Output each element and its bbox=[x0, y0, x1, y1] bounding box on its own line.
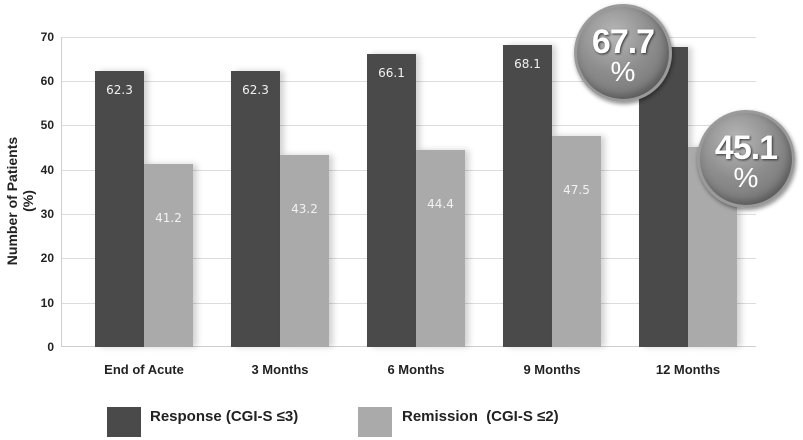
bar-response-end-of-acute: 62.3 bbox=[95, 71, 144, 347]
badge-value: 45.1 bbox=[714, 129, 778, 167]
legend-label-remission: Remission (CGI-S ≤2) bbox=[402, 408, 559, 425]
x-tick: 9 Months bbox=[523, 362, 581, 377]
bar-value-label: 41.2 bbox=[155, 211, 182, 225]
bar-remission-3-months: 43.2 bbox=[280, 155, 329, 347]
bar-remission-6-months: 44.4 bbox=[416, 150, 465, 347]
bar-value-label: 44.4 bbox=[427, 197, 454, 211]
y-tick: 0 bbox=[47, 340, 54, 354]
x-tick: 6 Months bbox=[387, 362, 445, 377]
percent-sign: % bbox=[610, 56, 636, 87]
badge-remission-12-months: 45.1 % bbox=[697, 110, 795, 208]
bar-response-3-months: 62.3 bbox=[231, 71, 280, 347]
y-tick: 40 bbox=[40, 163, 54, 177]
legend-swatch-remission bbox=[358, 407, 392, 437]
plot-area: 62.3 41.2 62.3 43.2 66.1 44.4 68.1 47.5 bbox=[61, 37, 756, 347]
x-tick: 3 Months bbox=[251, 362, 309, 377]
y-tick: 30 bbox=[40, 207, 54, 221]
y-tick: 10 bbox=[40, 296, 54, 310]
badge-response-12-months: 67.7 % bbox=[574, 4, 672, 102]
y-axis-line bbox=[61, 37, 62, 347]
y-tick: 70 bbox=[40, 30, 54, 44]
y-tick: 20 bbox=[40, 251, 54, 265]
bar-value-label: 43.2 bbox=[291, 202, 318, 216]
x-tick: 12 Months bbox=[655, 362, 721, 377]
percent-sign: % bbox=[733, 162, 759, 193]
gridline bbox=[61, 37, 756, 38]
bar-value-label: 62.3 bbox=[106, 83, 133, 97]
y-tick: 60 bbox=[40, 74, 54, 88]
legend-label-response: Response (CGI-S ≤3) bbox=[150, 408, 299, 425]
legend-swatch-response bbox=[107, 407, 141, 437]
bar-response-12-months bbox=[639, 47, 688, 347]
bar-response-6-months: 66.1 bbox=[367, 54, 416, 347]
bar-value-label: 62.3 bbox=[242, 83, 269, 97]
x-tick: End of Acute bbox=[104, 362, 184, 377]
bar-remission-end-of-acute: 41.2 bbox=[144, 164, 193, 347]
bar-value-label: 47.5 bbox=[563, 183, 590, 197]
bar-value-label: 66.1 bbox=[378, 66, 405, 80]
badge-value: 67.7 bbox=[591, 23, 655, 61]
bar-response-9-months: 68.1 bbox=[503, 45, 552, 347]
bar-remission-9-months: 47.5 bbox=[552, 136, 601, 347]
bar-value-label: 68.1 bbox=[514, 57, 541, 71]
y-tick: 50 bbox=[40, 118, 54, 132]
